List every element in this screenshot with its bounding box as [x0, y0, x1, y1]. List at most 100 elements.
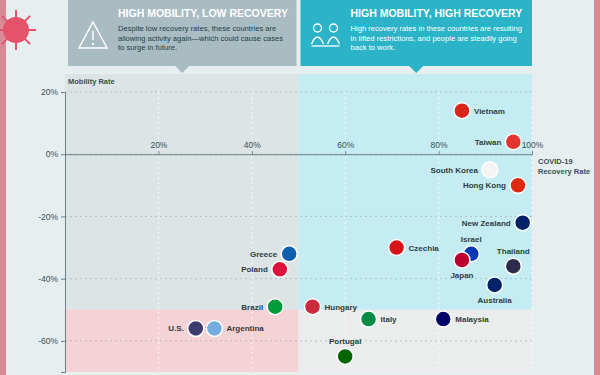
icon-head: [330, 24, 338, 32]
flag-marker: [361, 311, 377, 327]
virus-icon: [0, 10, 36, 50]
flag-marker: [454, 103, 470, 119]
x-tick-mark: [158, 151, 159, 154]
x-axis: 20% 40% 60% 80% 100%: [66, 140, 544, 155]
flag-marker: [206, 320, 222, 336]
flag-marker: [482, 162, 498, 178]
flag-marker: [272, 261, 288, 277]
y-tick-label: 20%: [41, 87, 58, 97]
x-axis-line: [66, 151, 533, 155]
point-label: Greece: [250, 250, 278, 259]
x-tick: 80%: [431, 140, 448, 154]
point-label: Israel: [461, 235, 482, 244]
y-axis-line: [61, 93, 66, 373]
point-label: Hong Kong: [463, 181, 506, 190]
icon-body: [312, 37, 324, 44]
x-tick-label: 60%: [337, 140, 354, 150]
virus-body: [3, 17, 29, 43]
text-line: in lifted restrictions, and people are s…: [351, 34, 517, 43]
point-label: Malaysia: [455, 315, 489, 324]
point-label: New Zealand: [462, 219, 511, 228]
grid-line-y: [65, 92, 532, 93]
annotation-pointer: [175, 66, 189, 73]
icon-table: [312, 45, 340, 46]
y-tick-label: -40%: [38, 274, 58, 284]
flag-marker: [389, 240, 405, 256]
point-labels: VietnamTaiwanSouth KoreaHong KongNew Zea…: [168, 107, 530, 347]
annotation-text: High recovery rates in these countries a…: [351, 24, 522, 52]
y-tick: -40%: [38, 274, 65, 284]
point-label: Czechia: [409, 244, 440, 253]
x-axis-title: COVID-19Recovery Rate: [538, 157, 590, 176]
annotation-icon: [312, 24, 340, 46]
icon-triangle: [79, 22, 107, 48]
annotation-icon: [79, 22, 107, 48]
text-line: High recovery rates in these countries a…: [351, 24, 522, 33]
annotation-title: HIGH MOBILITY, HIGH RECOVERY: [351, 7, 523, 19]
annotation-box: HIGH MOBILITY, HIGH RECOVERY High recover…: [301, 0, 533, 73]
point-label: South Korea: [430, 166, 478, 175]
point-label: Thailand: [497, 247, 530, 256]
point-label: Italy: [381, 315, 398, 324]
x-tick: 40%: [244, 140, 261, 154]
y-tick-mark: [61, 341, 65, 342]
icon-line: [92, 31, 94, 40]
text-line: Despite low recovery rates, these countr…: [118, 24, 276, 33]
chart: HIGH MOBILITY, LOW RECOVERY Despite low r…: [0, 0, 600, 375]
flag-marker: [510, 177, 526, 193]
point-label: Brazil: [241, 303, 263, 312]
x-tick-label: 80%: [431, 140, 448, 150]
annotation-pointer: [409, 66, 423, 73]
flag-marker: [337, 348, 353, 364]
edge-strip: [0, 0, 6, 375]
annotation-background: [301, 0, 533, 66]
grid: [65, 92, 532, 372]
region-high-mobility-high-recovery: [299, 74, 533, 310]
grid-line-x: [158, 92, 159, 372]
y-tick-label: 0%: [46, 149, 59, 159]
y-tick: 0%: [46, 149, 65, 159]
point-label: Japan: [450, 271, 473, 280]
text-line: Recovery Rate: [538, 167, 590, 176]
x-tick: 100%: [522, 140, 544, 154]
point-label: Portugal: [329, 337, 361, 346]
flag-marker: [515, 215, 531, 231]
annotation-title: HIGH MOBILITY, LOW RECOVERY: [118, 7, 288, 19]
y-tick: 20%: [41, 87, 65, 97]
point-label: Taiwan: [475, 138, 502, 147]
x-tick-mark: [252, 151, 253, 154]
icon-body: [328, 37, 340, 44]
point-label: Hungary: [325, 303, 358, 312]
x-tick-label: 100%: [522, 140, 544, 150]
point-label: U.S.: [168, 324, 184, 333]
edge-strip: [594, 0, 600, 375]
y-tick-label: -60%: [38, 336, 58, 346]
flag-marker: [267, 299, 283, 315]
points: [188, 103, 531, 365]
x-tick-mark: [439, 151, 440, 154]
flag-marker: [505, 134, 521, 150]
annotation-background: [68, 0, 297, 66]
flag-marker: [487, 277, 503, 293]
icon-head: [314, 24, 322, 32]
grid-line-x: [532, 92, 533, 372]
y-tick-mark: [61, 216, 65, 217]
point-label: Poland: [241, 265, 268, 274]
x-tick: 20%: [150, 140, 167, 154]
y-tick-label: -20%: [38, 212, 58, 222]
x-tick-label: 40%: [244, 140, 261, 150]
flag-marker: [505, 258, 521, 274]
grid-line-y: [65, 216, 532, 217]
background: [0, 0, 600, 375]
flag-marker: [454, 252, 470, 268]
y-tick: -60%: [38, 336, 65, 346]
text-line: to surge in future.: [118, 43, 177, 52]
grid-line-x: [345, 92, 346, 372]
region-high-mobility-low-recovery: [65, 74, 299, 310]
grid-line-x: [438, 92, 439, 372]
text-line: allowing activity again—which could caus…: [118, 34, 283, 43]
y-tick: -20%: [38, 212, 65, 222]
y-tick-mark: [61, 154, 65, 155]
x-tick: 60%: [337, 140, 354, 154]
flag-marker: [281, 246, 297, 262]
